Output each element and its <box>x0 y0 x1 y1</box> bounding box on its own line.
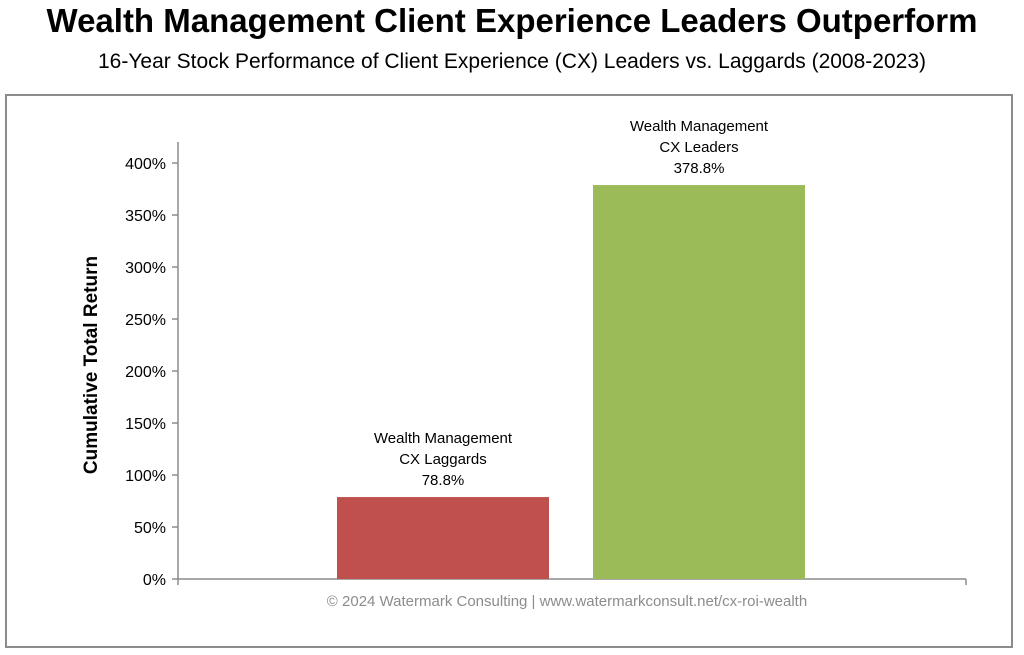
y-tick-label: 250% <box>125 312 166 329</box>
chart-title: Wealth Management Client Experience Lead… <box>46 2 978 39</box>
bars: Wealth Management CX Laggards 78.8% Wealth … <box>337 118 805 579</box>
y-tick-label: 350% <box>125 208 166 225</box>
bar <box>593 185 805 579</box>
footer-credit: © 2024 Watermark Consulting | www.waterm… <box>327 593 807 610</box>
chart-subtitle: 16-Year Stock Performance of Client Expe… <box>98 50 926 73</box>
bar <box>337 497 549 579</box>
y-tick-label: 300% <box>125 260 166 277</box>
chart-frame <box>5 94 1013 648</box>
y-axis-label: Cumulative Total Return <box>81 256 102 474</box>
category-label: CX Laggards <box>399 451 487 468</box>
y-tick-label: 150% <box>125 416 166 433</box>
y-tick-label: 100% <box>125 468 166 485</box>
y-tick-label: 400% <box>125 156 166 173</box>
y-axis: 0% 50% 100% 150% 200% 250% 300% 350% 400% <box>125 142 967 589</box>
category-label: CX Leaders <box>659 139 738 156</box>
y-tick-label: 50% <box>134 520 166 537</box>
y-tick-label: 0% <box>143 572 166 589</box>
y-tick-label: 200% <box>125 364 166 381</box>
data-label: 78.8% <box>422 472 465 489</box>
category-label: Wealth Management <box>374 430 513 447</box>
data-label: 378.8% <box>674 160 725 177</box>
category-label: Wealth Management <box>630 118 769 135</box>
